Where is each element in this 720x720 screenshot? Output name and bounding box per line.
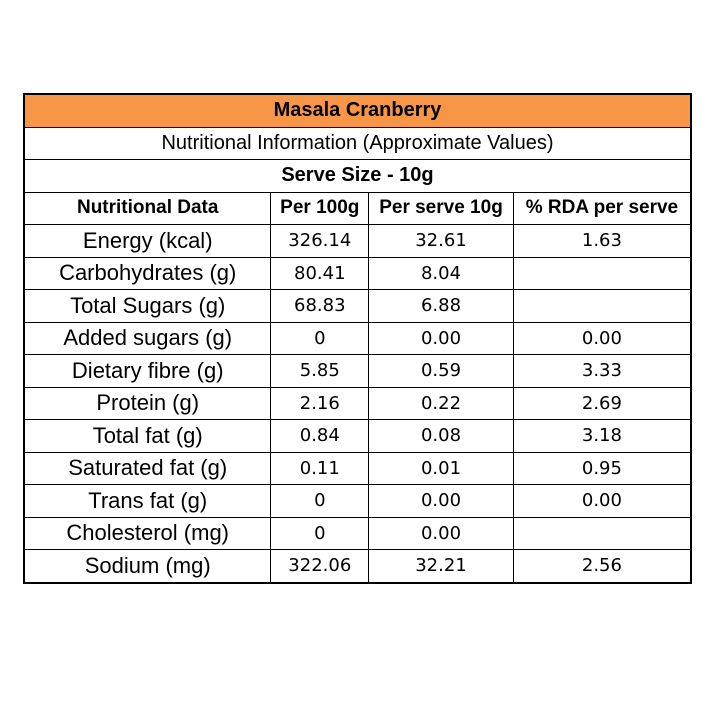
table-row: Trans fat (g) 0 0.00 0.00 <box>23 484 692 518</box>
nutrition-table: Masala Cranberry Nutritional Information… <box>23 93 692 584</box>
nutrient-value: 8.04 <box>368 256 514 290</box>
serve-size-row: Serve Size - 10g <box>23 159 692 193</box>
nutrient-value: 2.16 <box>270 386 370 420</box>
nutrient-value: 6.88 <box>368 289 514 323</box>
nutrient-value: 0.84 <box>270 419 370 453</box>
table-row: Cholesterol (mg) 0 0.00 <box>23 516 692 550</box>
nutrient-value <box>512 256 692 290</box>
nutrient-value: 5.85 <box>270 354 370 388</box>
nutrient-value: 0.01 <box>368 451 514 485</box>
nutrient-name: Trans fat (g) <box>23 484 272 518</box>
nutrient-value: 0.08 <box>368 419 514 453</box>
nutrient-value: 0.00 <box>368 321 514 355</box>
nutrient-name: Energy (kcal) <box>23 224 272 258</box>
nutrient-name: Sodium (mg) <box>23 549 272 583</box>
table-row: Total fat (g) 0.84 0.08 3.18 <box>23 419 692 453</box>
nutrition-subtitle: Nutritional Information (Approximate Val… <box>23 126 692 160</box>
nutrient-value: 0 <box>270 484 370 518</box>
product-title: Masala Cranberry <box>23 93 692 128</box>
nutrient-value: 68.83 <box>270 289 370 323</box>
nutrient-name: Total fat (g) <box>23 419 272 453</box>
table-row: Sodium (mg) 322.06 32.21 2.56 <box>23 549 692 583</box>
nutrient-value: 2.56 <box>512 549 692 583</box>
table-row: Saturated fat (g) 0.11 0.01 0.95 <box>23 451 692 485</box>
nutrient-value <box>512 289 692 323</box>
nutrient-value <box>512 516 692 550</box>
column-header: Per serve 10g <box>368 191 514 225</box>
table-row: Dietary fibre (g) 5.85 0.59 3.33 <box>23 354 692 388</box>
nutrient-value: 0.95 <box>512 451 692 485</box>
nutrient-value: 2.69 <box>512 386 692 420</box>
nutrient-value: 0.00 <box>368 516 514 550</box>
nutrient-value: 80.41 <box>270 256 370 290</box>
nutrient-value: 3.33 <box>512 354 692 388</box>
table-row: Energy (kcal) 326.14 32.61 1.63 <box>23 224 692 258</box>
column-header: Nutritional Data <box>23 191 272 225</box>
header-row: Nutritional Data Per 100g Per serve 10g … <box>23 191 692 225</box>
nutrient-value: 0.22 <box>368 386 514 420</box>
serve-size: Serve Size - 10g <box>23 159 692 193</box>
nutrient-value: 0.00 <box>368 484 514 518</box>
nutrient-name: Added sugars (g) <box>23 321 272 355</box>
nutrient-value: 0.00 <box>512 484 692 518</box>
title-row: Masala Cranberry <box>23 93 692 128</box>
nutrient-name: Saturated fat (g) <box>23 451 272 485</box>
nutrient-value: 322.06 <box>270 549 370 583</box>
nutrient-value: 0 <box>270 321 370 355</box>
table-row: Carbohydrates (g) 80.41 8.04 <box>23 256 692 290</box>
nutrient-name: Protein (g) <box>23 386 272 420</box>
nutrient-value: 326.14 <box>270 224 370 258</box>
column-header: % RDA per serve <box>512 191 692 225</box>
nutrient-name: Carbohydrates (g) <box>23 256 272 290</box>
subtitle-row: Nutritional Information (Approximate Val… <box>23 126 692 160</box>
nutrient-value: 0.11 <box>270 451 370 485</box>
nutrient-name: Dietary fibre (g) <box>23 354 272 388</box>
nutrient-value: 32.21 <box>368 549 514 583</box>
nutrient-value: 0.59 <box>368 354 514 388</box>
nutrient-value: 3.18 <box>512 419 692 453</box>
table-row: Protein (g) 2.16 0.22 2.69 <box>23 386 692 420</box>
column-header: Per 100g <box>270 191 370 225</box>
nutrient-value: 1.63 <box>512 224 692 258</box>
table-row: Total Sugars (g) 68.83 6.88 <box>23 289 692 323</box>
table-row: Added sugars (g) 0 0.00 0.00 <box>23 321 692 355</box>
nutrient-name: Total Sugars (g) <box>23 289 272 323</box>
nutrient-value: 0.00 <box>512 321 692 355</box>
nutrient-value: 32.61 <box>368 224 514 258</box>
nutrient-value: 0 <box>270 516 370 550</box>
nutrient-name: Cholesterol (mg) <box>23 516 272 550</box>
